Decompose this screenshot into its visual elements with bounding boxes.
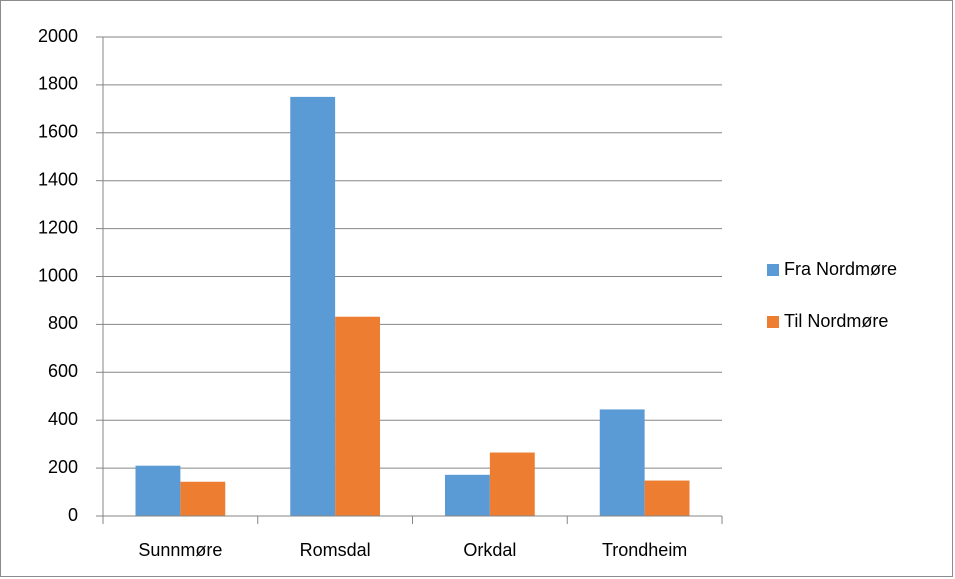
y-tick-label: 200 bbox=[48, 457, 78, 477]
y-tick-label: 1800 bbox=[38, 74, 78, 94]
y-tick-label: 1400 bbox=[38, 169, 78, 189]
y-tick-label: 2000 bbox=[38, 26, 78, 46]
y-tick-label: 0 bbox=[68, 505, 78, 525]
x-tick-label: Trondheim bbox=[602, 540, 687, 560]
bar bbox=[644, 480, 690, 516]
legend-swatch bbox=[767, 264, 779, 276]
legend-label: Til Nordmøre bbox=[784, 311, 888, 331]
bar bbox=[135, 465, 181, 516]
y-tick-label: 1000 bbox=[38, 265, 78, 285]
y-tick-label: 1200 bbox=[38, 217, 78, 237]
x-tick-label: Sunnmøre bbox=[138, 540, 222, 560]
y-tick-label: 600 bbox=[48, 361, 78, 381]
bar bbox=[599, 409, 645, 516]
bar bbox=[444, 474, 490, 516]
y-tick-label: 800 bbox=[48, 313, 78, 333]
y-tick-label: 1600 bbox=[38, 122, 78, 142]
y-tick-label: 400 bbox=[48, 409, 78, 429]
bar bbox=[489, 452, 535, 516]
bar bbox=[335, 316, 381, 516]
x-tick-label: Romsdal bbox=[300, 540, 371, 560]
bar bbox=[290, 96, 336, 516]
legend-swatch bbox=[767, 316, 779, 328]
x-tick-label: Orkdal bbox=[463, 540, 516, 560]
bar bbox=[180, 481, 226, 516]
legend-label: Fra Nordmøre bbox=[784, 259, 897, 279]
